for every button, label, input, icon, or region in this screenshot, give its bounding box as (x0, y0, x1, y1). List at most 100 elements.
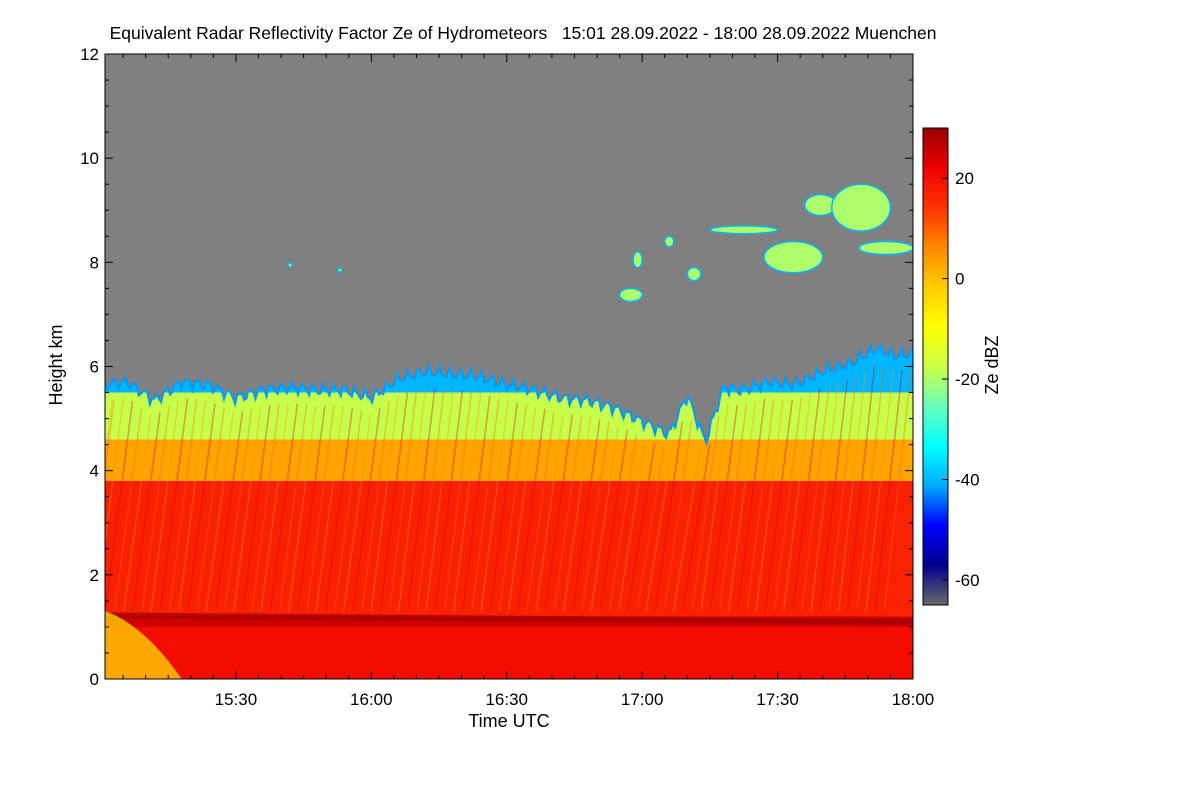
fall-streak (819, 380, 849, 612)
x-tick-label: 15:30 (215, 690, 258, 709)
fall-streak (691, 416, 720, 612)
fall-streak (205, 412, 235, 612)
upper-cloud-patch (663, 235, 675, 248)
fall-streak (471, 398, 500, 612)
upper-cloud-patch (618, 287, 643, 303)
fall-streak (874, 370, 904, 612)
fall-streak (746, 398, 775, 612)
fall-streak (242, 404, 271, 612)
fall-streak (654, 421, 684, 612)
melting-layer (105, 612, 913, 625)
x-tick-label: 17:00 (621, 690, 664, 709)
fall-streak (672, 445, 702, 612)
fall-streak (489, 402, 519, 612)
fall-streak (581, 421, 610, 612)
y-tick-label: 8 (90, 253, 99, 272)
fall-streak (810, 382, 839, 612)
colorbar-tick-label: -20 (955, 370, 980, 389)
fall-streak (342, 413, 372, 612)
y-tick-label: 12 (80, 45, 99, 64)
colorbar-tick-label: 20 (955, 169, 974, 188)
fall-streak (507, 405, 537, 612)
upper-cloud-patch (686, 266, 702, 282)
fall-streak (498, 404, 528, 612)
fall-streak (480, 400, 509, 612)
fall-streak (443, 391, 473, 612)
upper-cloud-patch (287, 262, 293, 268)
fall-streak (535, 413, 564, 612)
fall-streak (544, 414, 574, 612)
fall-streak (122, 413, 152, 612)
fall-streak (132, 412, 161, 612)
x-tick-label: 17:30 (756, 690, 799, 709)
fall-streak (260, 403, 290, 612)
y-axis-title: Height km (46, 324, 66, 405)
light-rain-region (105, 611, 182, 679)
fall-streak (626, 442, 656, 612)
fall-streak (352, 407, 381, 612)
fall-streak (105, 398, 125, 549)
y-axis: 0 2 4 6 8 10 12 (80, 45, 913, 689)
y-tick-label: 6 (90, 358, 99, 377)
fall-streak (526, 411, 555, 612)
fall-streak (516, 408, 546, 612)
fall-streak (388, 389, 418, 612)
fall-streak (636, 447, 665, 612)
fall-streak (306, 405, 335, 612)
fall-streak (425, 389, 455, 612)
fall-streak (105, 399, 114, 465)
fall-streak (791, 388, 821, 612)
fall-streak (599, 429, 629, 612)
fall-streak (297, 405, 326, 612)
fall-streak (434, 390, 464, 612)
fall-streak (801, 385, 830, 612)
colorbar: 20 0 -20 -40 -60 (922, 127, 980, 606)
fall-streak (397, 387, 427, 612)
fall-streak (196, 407, 225, 612)
upper-cloud-patch (858, 240, 913, 256)
chart-title: Equivalent Radar Reflectivity Factor Ze … (110, 23, 937, 43)
fall-streak (571, 419, 601, 612)
colorbar-tick-label: -60 (955, 571, 980, 590)
upper-cloud-patch (709, 225, 779, 235)
x-tick-label: 18:00 (892, 690, 935, 709)
colorbar-tick-label: 0 (955, 270, 964, 289)
colorbar-title: Ze dBZ (982, 335, 1002, 394)
fall-streak (865, 370, 894, 612)
fall-streak (645, 441, 674, 612)
fall-streak (324, 407, 354, 612)
cloud-top-edge (105, 341, 913, 447)
fall-streak (856, 366, 885, 612)
fall-streak (333, 410, 363, 612)
fall-streak (709, 404, 739, 612)
fall-streak (407, 388, 436, 612)
fall-streak (727, 401, 757, 612)
fall-streak (379, 392, 409, 612)
fall-streak (361, 401, 390, 612)
upper-cloud-patch (632, 251, 643, 269)
fall-streak (663, 421, 693, 612)
fall-streak (141, 406, 170, 612)
fall-streak (718, 404, 748, 612)
fall-streak (828, 375, 858, 612)
fall-streak (755, 399, 784, 612)
fall-streak (278, 404, 308, 612)
y-tick-label: 4 (90, 462, 99, 481)
x-axis: 15:30 16:00 16:30 17:00 17:30 18:00 (122, 54, 935, 709)
x-axis-title: Time UTC (468, 711, 549, 731)
fall-streak (608, 433, 638, 612)
fall-streak (187, 403, 216, 612)
y-tick-label: 10 (80, 149, 99, 168)
fall-streak (232, 406, 262, 612)
fall-streak (590, 425, 619, 612)
fall-streak (736, 398, 766, 612)
fall-streak (883, 369, 913, 612)
fall-streak (105, 399, 115, 478)
fall-streak (150, 399, 180, 612)
precipitation-cloud (105, 345, 913, 679)
fall-streak (159, 398, 189, 612)
fall-streak (452, 392, 482, 612)
upper-cloud-patch (336, 267, 343, 273)
fall-streak (177, 399, 207, 612)
